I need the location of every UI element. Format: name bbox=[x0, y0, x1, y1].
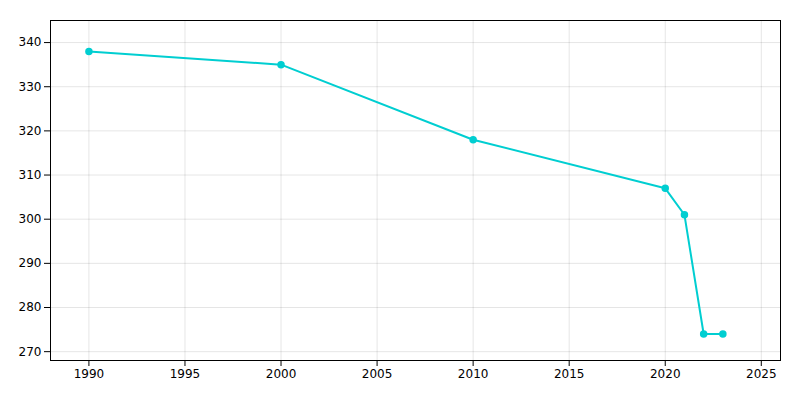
svg-text:2015: 2015 bbox=[554, 367, 585, 381]
svg-text:2010: 2010 bbox=[458, 367, 489, 381]
svg-text:1990: 1990 bbox=[74, 367, 105, 381]
svg-text:2020: 2020 bbox=[650, 367, 681, 381]
svg-text:2005: 2005 bbox=[362, 367, 393, 381]
svg-text:280: 280 bbox=[19, 300, 42, 314]
svg-text:270: 270 bbox=[19, 345, 42, 359]
svg-text:340: 340 bbox=[19, 35, 42, 49]
svg-text:1995: 1995 bbox=[170, 367, 201, 381]
svg-text:2025: 2025 bbox=[746, 367, 777, 381]
svg-text:290: 290 bbox=[19, 256, 42, 270]
svg-text:310: 310 bbox=[19, 168, 42, 182]
svg-text:300: 300 bbox=[19, 212, 42, 226]
svg-text:320: 320 bbox=[19, 124, 42, 138]
svg-text:330: 330 bbox=[19, 80, 42, 94]
svg-text:2000: 2000 bbox=[266, 367, 297, 381]
